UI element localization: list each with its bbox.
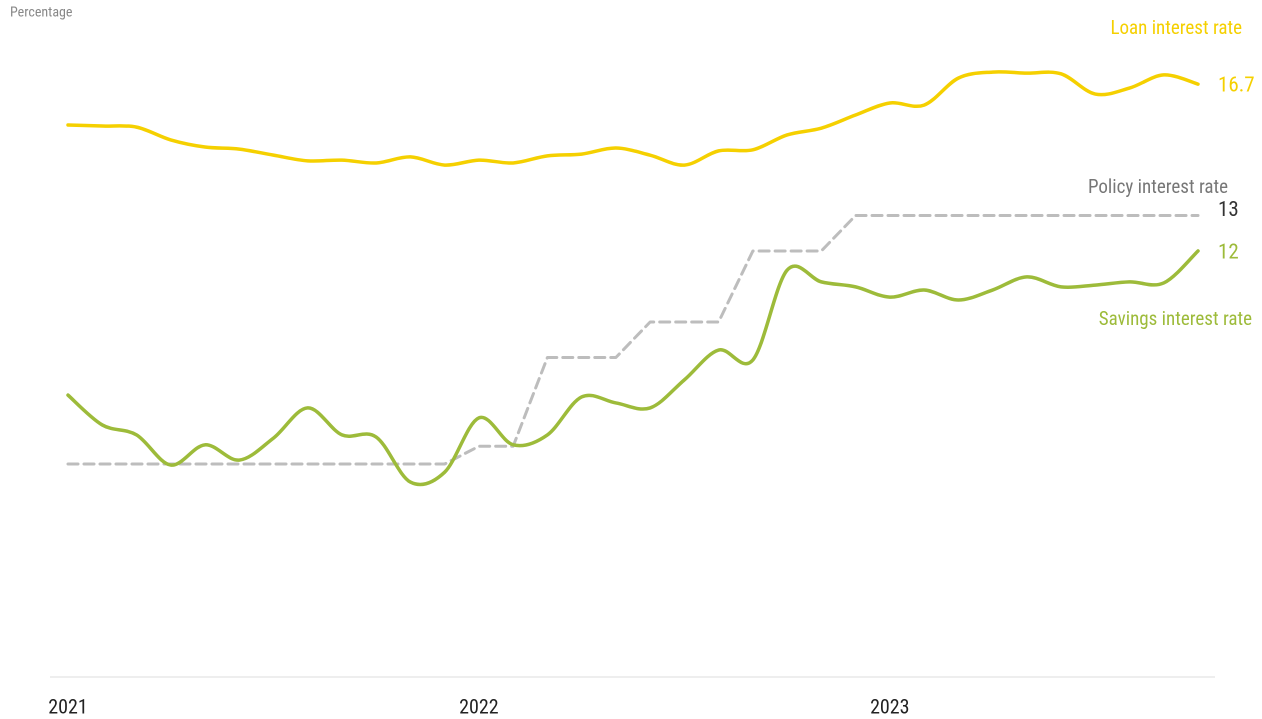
data-label: 16.7 (1218, 74, 1255, 98)
legend-label: Loan interest rate (1110, 16, 1242, 39)
series-line (66, 214, 1200, 466)
x-tick-label: 2021 (48, 694, 88, 718)
x-tick-label: 2022 (459, 694, 499, 718)
x-tick-label: 2023 (870, 694, 910, 718)
y-axis-label: Percentage (10, 5, 73, 21)
data-label: 12 (1218, 241, 1239, 265)
series-line (66, 249, 1200, 487)
data-label: 13 (1218, 198, 1239, 222)
legend-label: Savings interest rate (1099, 307, 1252, 330)
series-line (66, 70, 1200, 167)
legend-label: Policy interest rate (1088, 175, 1228, 198)
